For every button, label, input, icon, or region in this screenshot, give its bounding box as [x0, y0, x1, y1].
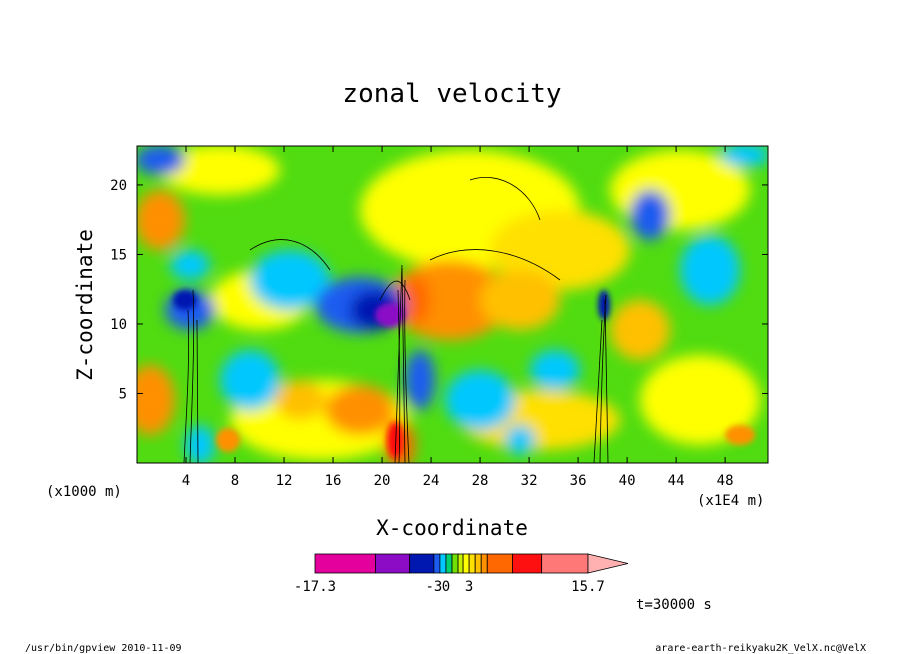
y-unit-label: (x1000 m): [46, 484, 122, 500]
colorbar-segment: [433, 553, 441, 574]
colorbar-segment: [375, 553, 411, 574]
colorbar-tick-label: 15.7: [571, 579, 605, 595]
plot-frame: [136, 145, 769, 464]
y-tick-label: 5: [119, 386, 127, 402]
y-axis-label: Z-coordinate: [73, 229, 97, 381]
velocity-field-detail: [173, 290, 755, 458]
colorbar-segment: [512, 553, 543, 574]
x-tick-label: 40: [619, 473, 636, 489]
colorbar: [314, 553, 629, 574]
x-unit-label: (x1E4 m): [697, 493, 764, 509]
colorbar-segment: [445, 553, 453, 574]
x-tick-label: 4: [182, 473, 190, 489]
x-tick-label: 12: [276, 473, 293, 489]
x-tick-label: 20: [374, 473, 391, 489]
y-tick-label: 20: [110, 178, 127, 194]
colorbar-segment: [462, 553, 470, 574]
y-axis: 5 10 15 20: [110, 178, 768, 402]
x-axis: 4 8 12 16 20 24 28 32 36 40 44 48: [182, 146, 734, 489]
plot-area: [136, 145, 769, 464]
x-tick-label: 32: [521, 473, 538, 489]
velocity-field: [137, 146, 768, 463]
colorbar-tick-label: -3: [425, 579, 442, 595]
x-tick-label: 36: [570, 473, 587, 489]
x-tick-label: 8: [231, 473, 239, 489]
y-tick-label: 10: [110, 317, 127, 333]
footer-left: /usr/bin/gpview 2010-11-09: [25, 643, 182, 654]
colorbar-segment: [486, 553, 513, 574]
colorbar-segment: [457, 553, 464, 574]
colorbar-labels: -17.3 -3 0 3 15.7: [294, 579, 605, 595]
colorbar-segment: [480, 553, 488, 574]
colorbar-arrow: [587, 553, 629, 574]
footer-right: arare-earth-reikyaku2K_VelX.nc@VelX: [655, 643, 866, 654]
colorbar-tick-label: 0: [442, 579, 450, 595]
colorbar-segment: [451, 553, 459, 574]
colorbar-segment: [474, 553, 482, 574]
colorbar-tick-label: -17.3: [294, 579, 336, 595]
x-axis-label: X-coordinate: [376, 516, 528, 540]
y-tick-label: 15: [110, 247, 127, 263]
time-annotation: t=30000 s: [636, 597, 712, 613]
x-tick-label: 16: [325, 473, 342, 489]
chart-title: zonal velocity: [342, 79, 561, 109]
x-tick-label: 48: [717, 473, 734, 489]
x-tick-label: 44: [668, 473, 685, 489]
colorbar-segment: [541, 553, 589, 574]
contour-lines: [183, 177, 609, 463]
colorbar-segment: [409, 553, 435, 574]
colorbar-segment: [314, 553, 376, 574]
colorbar-tick-label: 3: [465, 579, 473, 595]
x-tick-label: 24: [423, 473, 440, 489]
colorbar-segment: [468, 553, 476, 574]
x-tick-label: 28: [472, 473, 489, 489]
colorbar-segment: [439, 553, 447, 574]
